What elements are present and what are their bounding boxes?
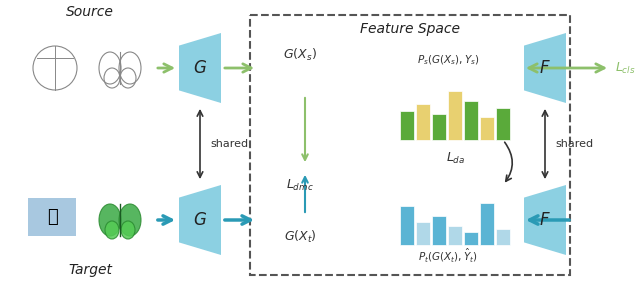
Text: $L_{da}$: $L_{da}$ bbox=[446, 151, 466, 166]
Bar bbox=[480, 203, 494, 245]
FancyBboxPatch shape bbox=[28, 198, 76, 236]
Polygon shape bbox=[179, 33, 221, 103]
Bar bbox=[496, 108, 510, 140]
Ellipse shape bbox=[99, 204, 121, 236]
Text: $L_{cls}$: $L_{cls}$ bbox=[614, 61, 636, 76]
Text: $G$: $G$ bbox=[193, 211, 207, 229]
Bar bbox=[464, 101, 478, 140]
Bar bbox=[480, 117, 494, 140]
Text: $L_{dmc}$: $L_{dmc}$ bbox=[286, 178, 314, 193]
Text: 🚁: 🚁 bbox=[47, 208, 58, 226]
Bar bbox=[496, 229, 510, 245]
Bar bbox=[464, 232, 478, 245]
Text: $P_s(G(X_s),Y_s)$: $P_s(G(X_s),Y_s)$ bbox=[417, 53, 479, 67]
Polygon shape bbox=[179, 185, 221, 255]
Bar bbox=[416, 222, 430, 245]
Text: $P_t(G(X_t),\hat{Y}_t)$: $P_t(G(X_t),\hat{Y}_t)$ bbox=[418, 246, 478, 264]
Bar bbox=[448, 225, 462, 245]
Bar bbox=[432, 114, 446, 140]
Bar bbox=[416, 104, 430, 140]
Text: $F$: $F$ bbox=[539, 211, 551, 229]
Bar bbox=[432, 216, 446, 245]
Text: Source: Source bbox=[66, 5, 114, 19]
Text: $G$: $G$ bbox=[193, 59, 207, 77]
Ellipse shape bbox=[121, 221, 135, 239]
Bar bbox=[448, 91, 462, 140]
Text: $F$: $F$ bbox=[539, 59, 551, 77]
Ellipse shape bbox=[105, 221, 119, 239]
Text: $G(X_s)$: $G(X_s)$ bbox=[283, 47, 317, 63]
Text: Target: Target bbox=[68, 263, 112, 277]
Ellipse shape bbox=[119, 204, 141, 236]
Bar bbox=[400, 206, 414, 245]
Polygon shape bbox=[524, 33, 566, 103]
Polygon shape bbox=[524, 185, 566, 255]
Text: shared: shared bbox=[210, 139, 248, 149]
Text: Feature Space: Feature Space bbox=[360, 22, 460, 36]
Text: $G(X_t)$: $G(X_t)$ bbox=[284, 229, 316, 245]
Text: shared: shared bbox=[555, 139, 593, 149]
Bar bbox=[400, 111, 414, 140]
